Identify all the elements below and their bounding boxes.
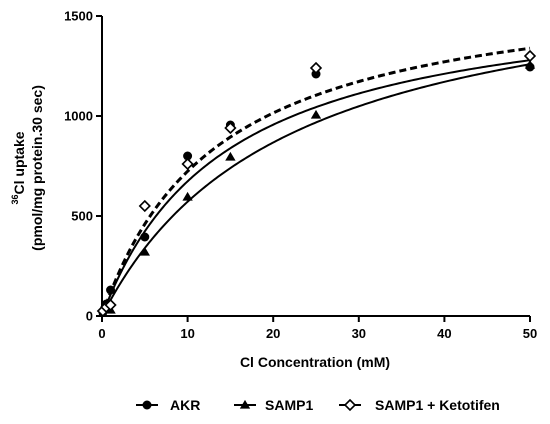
samp1-point bbox=[182, 191, 193, 201]
akr-point bbox=[106, 285, 116, 295]
legend-samp1-ketotifen-marker bbox=[343, 398, 357, 412]
axes: 0 500 1000 1500 0 10 20 30 40 50 bbox=[64, 9, 537, 342]
y-tick-label: 500 bbox=[71, 209, 93, 224]
legend-akr-marker bbox=[142, 400, 152, 410]
samp1-ketotifen-point bbox=[309, 61, 323, 75]
data-points bbox=[96, 49, 537, 318]
fit-curve-samp1-ketotifen bbox=[100, 46, 531, 317]
akr-point bbox=[140, 232, 150, 242]
y-axis-title-line2: (pmol/mg protein.30 sec) bbox=[29, 85, 45, 251]
fit-curves bbox=[100, 46, 531, 317]
samp1-point bbox=[310, 109, 322, 119]
fit-curve-samp1 bbox=[101, 63, 531, 317]
samp1-ketotifen-point bbox=[104, 298, 117, 312]
fit-curve-akr bbox=[101, 59, 531, 317]
samp1-point bbox=[139, 246, 150, 256]
y-tick-label: 1500 bbox=[64, 9, 93, 24]
legend: AKR SAMP1 SAMP1 + Ketotifen bbox=[136, 397, 500, 413]
legend-samp1-marker bbox=[239, 399, 251, 409]
samp1-ketotifen-point bbox=[523, 49, 537, 63]
legend-akr-label: AKR bbox=[170, 397, 200, 413]
x-axis-title: Cl Concentration (mM) bbox=[240, 354, 390, 370]
samp1-point bbox=[225, 151, 236, 161]
x-tick-label: 0 bbox=[98, 326, 105, 341]
y-tick-label: 0 bbox=[86, 309, 93, 324]
akr-point bbox=[525, 62, 535, 72]
y-axis-title-superscript: 36 bbox=[10, 195, 20, 205]
x-tick-label: 20 bbox=[266, 326, 280, 341]
y-tick-label: 1000 bbox=[64, 109, 93, 124]
samp1-ketotifen-point bbox=[181, 157, 194, 171]
legend-samp1-label: SAMP1 bbox=[265, 397, 313, 413]
samp1-ketotifen-point bbox=[224, 121, 237, 135]
x-tick-label: 50 bbox=[523, 326, 537, 341]
samp1-ketotifen-point bbox=[138, 199, 151, 213]
x-tick-label: 40 bbox=[437, 326, 451, 341]
x-tick-label: 10 bbox=[180, 326, 194, 341]
legend-samp1-ketotifen-label: SAMP1 + Ketotifen bbox=[375, 397, 500, 413]
x-tick-label: 30 bbox=[352, 326, 366, 341]
akr-point bbox=[183, 151, 193, 161]
y-axis-title-text: Cl uptake bbox=[11, 131, 27, 194]
y-axis-title-line1: 36Cl uptake bbox=[10, 131, 27, 204]
